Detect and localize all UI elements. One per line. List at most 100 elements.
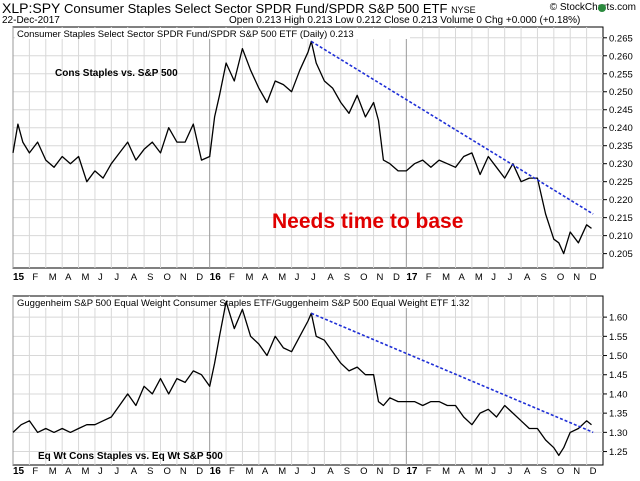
x-tick-label: F xyxy=(426,272,432,283)
symbol-description: Consumer Staples Select Sector SPDR Fund… xyxy=(64,1,448,16)
x-tick-label: O xyxy=(360,272,367,283)
x-tick-label: S xyxy=(147,272,153,283)
x-tick-label: N xyxy=(377,466,384,477)
y-tick-label: 1.40 xyxy=(609,389,628,400)
exchange-label: NYSE xyxy=(451,5,476,15)
x-tick-label: A xyxy=(459,272,466,283)
x-tick-label: J xyxy=(114,272,119,283)
x-tick-label: S xyxy=(344,272,350,283)
x-tick-label: J xyxy=(114,466,119,477)
y-tick-label: 0.220 xyxy=(609,195,633,206)
x-tick-label: F xyxy=(426,466,432,477)
x-tick-label: J xyxy=(508,272,513,283)
x-tick-label: F xyxy=(32,466,38,477)
y-tick-label: 0.205 xyxy=(609,249,633,260)
y-tick-label: 1.60 xyxy=(609,313,628,324)
x-tick-label: S xyxy=(540,466,546,477)
y-tick-label: 0.240 xyxy=(609,123,633,134)
y-tick-label: 0.255 xyxy=(609,69,633,80)
ohlc-readout: Open 0.213 High 0.213 Low 0.212 Close 0.… xyxy=(229,15,581,26)
x-tick-label: F xyxy=(229,272,235,283)
x-tick-label: J xyxy=(491,466,496,477)
x-tick-label: S xyxy=(540,272,546,283)
chart-caption: Eq Wt Cons Staples vs. Eq Wt S&P 500 xyxy=(38,451,223,462)
brand-text: © StockCharts.com xyxy=(549,2,636,13)
x-tick-label: A xyxy=(131,272,138,283)
y-tick-label: 1.25 xyxy=(609,447,628,458)
y-tick-label: 0.250 xyxy=(609,87,633,98)
x-tick-label: J xyxy=(311,272,316,283)
y-tick-label: 1.30 xyxy=(609,428,628,439)
x-tick-label: J xyxy=(98,466,103,477)
x-tick-label: A xyxy=(262,272,269,283)
x-tick-label: F xyxy=(32,272,38,283)
x-tick-label: D xyxy=(590,272,597,283)
y-tick-label: 0.230 xyxy=(609,159,633,170)
x-tick-label: O xyxy=(360,466,367,477)
x-tick-label: F xyxy=(229,466,235,477)
x-tick-label: 15 xyxy=(13,466,25,477)
panel-label-bg xyxy=(15,28,410,39)
x-tick-label: J xyxy=(98,272,103,283)
y-tick-label: 0.225 xyxy=(609,177,633,188)
brand-icon xyxy=(598,4,606,12)
x-tick-label: S xyxy=(147,466,153,477)
x-tick-label: N xyxy=(573,272,580,283)
x-tick-label: 16 xyxy=(210,272,222,283)
x-tick-label: A xyxy=(327,466,334,477)
y-tick-label: 1.45 xyxy=(609,370,628,381)
x-tick-label: A xyxy=(327,272,334,283)
x-tick-label: D xyxy=(196,272,203,283)
x-tick-label: A xyxy=(524,466,531,477)
x-tick-label: M xyxy=(475,272,483,283)
x-tick-label: M xyxy=(278,272,286,283)
x-tick-label: M xyxy=(475,466,483,477)
annotation-text: Needs time to base xyxy=(272,210,463,233)
x-tick-label: S xyxy=(344,466,350,477)
x-tick-label: A xyxy=(524,272,531,283)
x-tick-label: J xyxy=(311,466,316,477)
y-tick-label: 0.235 xyxy=(609,141,633,152)
x-tick-label: O xyxy=(164,272,171,283)
y-tick-label: 1.35 xyxy=(609,409,628,420)
x-tick-label: A xyxy=(65,466,72,477)
x-tick-label: A xyxy=(459,466,466,477)
price-series-line xyxy=(12,40,592,255)
x-tick-label: J xyxy=(295,272,300,283)
x-tick-label: M xyxy=(278,466,286,477)
x-tick-label: D xyxy=(590,466,597,477)
x-tick-label: 16 xyxy=(210,466,222,477)
x-tick-label: M xyxy=(82,272,90,283)
x-tick-label: M xyxy=(245,272,253,283)
x-tick-label: J xyxy=(295,466,300,477)
x-tick-label: D xyxy=(393,466,400,477)
x-tick-label: D xyxy=(196,466,203,477)
y-tick-label: 1.55 xyxy=(609,332,628,343)
panel-label-bg xyxy=(15,297,410,308)
panel-label: Consumer Staples Select Sector SPDR Fund… xyxy=(17,29,354,40)
x-tick-label: N xyxy=(180,466,187,477)
y-tick-label: 0.215 xyxy=(609,213,633,224)
x-tick-label: 17 xyxy=(406,272,418,283)
x-tick-label: J xyxy=(491,272,496,283)
x-tick-label: O xyxy=(164,466,171,477)
symbol-label: XLP:SPY xyxy=(2,0,61,16)
x-tick-label: J xyxy=(508,466,513,477)
x-tick-label: M xyxy=(442,466,450,477)
y-tick-label: 1.50 xyxy=(609,351,628,362)
x-tick-label: M xyxy=(82,466,90,477)
x-tick-label: O xyxy=(557,272,564,283)
y-tick-label: 0.245 xyxy=(609,105,633,116)
x-tick-label: O xyxy=(557,466,564,477)
chart-date: 22-Dec-2017 xyxy=(2,15,60,26)
y-tick-label: 0.265 xyxy=(609,33,633,44)
price-series-line xyxy=(12,301,592,457)
x-tick-label: A xyxy=(262,466,269,477)
y-tick-label: 0.210 xyxy=(609,231,633,242)
trendline xyxy=(310,312,594,434)
x-tick-label: M xyxy=(442,272,450,283)
x-tick-label: 15 xyxy=(13,272,25,283)
y-tick-label: 0.260 xyxy=(609,51,633,62)
x-tick-label: 17 xyxy=(406,466,418,477)
